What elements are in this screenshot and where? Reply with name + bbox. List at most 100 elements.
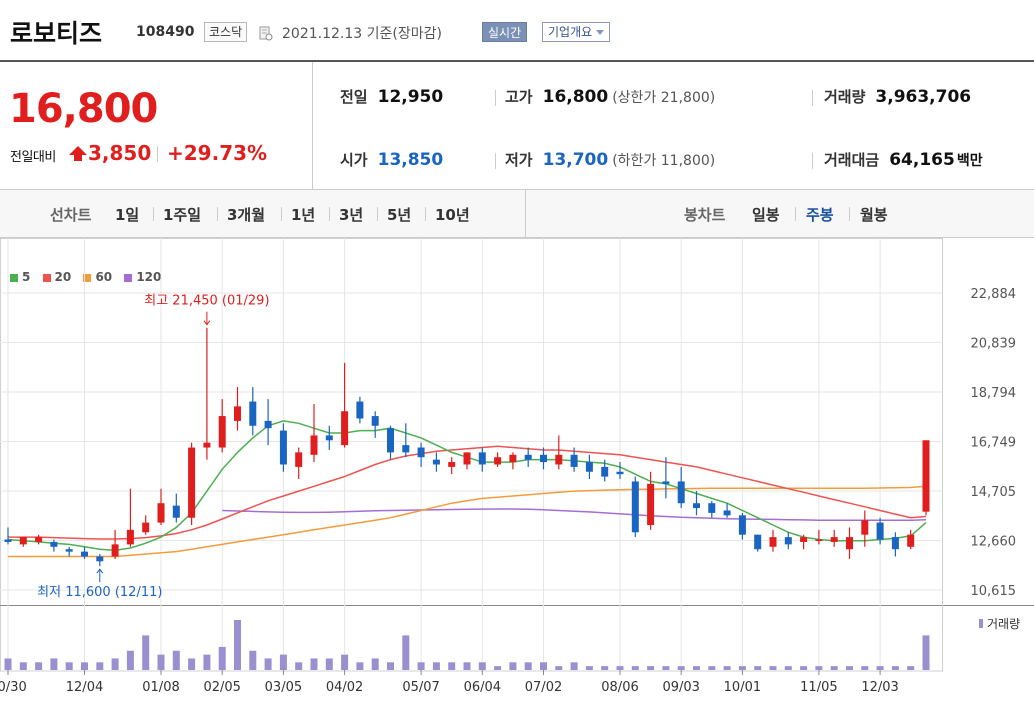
market-badge: 코스닥 (204, 22, 248, 42)
volume-bar (585, 666, 593, 670)
candle-body (876, 522, 884, 540)
x-tick-label: 04/02 (326, 680, 363, 695)
volume-bar (417, 662, 425, 670)
y-tick-label: 22,884 (971, 287, 1017, 302)
divider (812, 90, 813, 106)
change-value: 3,850 (88, 141, 152, 165)
chart-legend: 5 20 60 120 (10, 270, 169, 284)
current-price: 16,800 (9, 86, 158, 132)
candle-body (662, 481, 670, 484)
volume-bar (402, 635, 410, 670)
period-10y[interactable]: 10년 (435, 206, 470, 224)
candle-chart-title: 봉차트 (684, 206, 726, 224)
candle-body (463, 452, 471, 465)
candle-body (570, 454, 578, 467)
stock-name: 로보티즈 (10, 19, 103, 48)
candle-body (509, 454, 517, 463)
y-tick-label: 14,705 (971, 485, 1017, 500)
candle-body (111, 544, 119, 557)
candle-body (157, 503, 165, 523)
candle-body (524, 454, 532, 460)
volume-value: 3,963,706 (875, 87, 972, 107)
candle-body (417, 447, 425, 458)
up-triangle-icon (69, 146, 87, 161)
y-tick-label: 18,794 (971, 386, 1017, 401)
period-1y[interactable]: 1년 (291, 206, 316, 224)
legend-ma20: 20 (42, 270, 71, 284)
candle-body (218, 416, 226, 448)
candle-body (922, 440, 930, 512)
period-5y[interactable]: 5년 (387, 206, 412, 224)
prev-day-compare-label: 전일대비 (10, 150, 56, 165)
volume-bar (126, 650, 134, 670)
volume-bar (922, 635, 930, 670)
candle-body (234, 406, 241, 421)
high-label: 고가 (505, 88, 533, 106)
divider (495, 153, 496, 169)
candle-weekly[interactable]: 주봉 (806, 206, 834, 224)
candle-body (341, 411, 349, 446)
x-tick-label: 12/03 (861, 680, 898, 695)
ma20-line (8, 445, 927, 540)
candle-body (35, 537, 43, 542)
company-overview-label: 기업개요 (548, 25, 593, 39)
low-value: 13,700 (542, 150, 609, 170)
volume-bar (341, 654, 349, 670)
volume-bar (295, 662, 303, 670)
candle-body (769, 537, 777, 547)
volume-bar (601, 666, 609, 670)
ma60-line (8, 485, 927, 558)
lower-limit: (하한가 11,800) (612, 153, 716, 169)
volume-legend-label: 거래량 (987, 617, 1020, 631)
price-chart[interactable]: 22,884 20,839 18,794 16,749 14,705 12,660 10,6… (0, 238, 1034, 703)
candle-body (402, 445, 410, 453)
candle-body (19, 537, 27, 545)
divider (495, 90, 496, 106)
candle-body (279, 430, 287, 465)
candle-body (65, 549, 73, 552)
volume-bar (830, 666, 838, 670)
candle-body (264, 420, 272, 429)
period-3m[interactable]: 3개월 (227, 206, 266, 224)
volume-bar (647, 666, 655, 670)
open-label: 시가 (340, 151, 368, 169)
period-3y[interactable]: 3년 (339, 206, 364, 224)
candle-body (325, 435, 333, 441)
amount-value: 64,165 (889, 150, 955, 170)
volume-bar (754, 666, 762, 670)
current-price-box: 16,800 전일대비 3,850 +29.73% (0, 62, 313, 190)
volume-bar (570, 662, 578, 670)
period-1d[interactable]: 1일 (115, 206, 140, 224)
volume-bar (876, 666, 884, 670)
divider (849, 207, 850, 221)
volume-bar (111, 658, 119, 670)
volume-bar (891, 666, 899, 670)
x-tick-label: 06/04 (464, 680, 501, 695)
chevron-down-icon (596, 30, 605, 35)
candle-body (188, 447, 196, 518)
company-overview-button[interactable]: 기업개요 (542, 22, 611, 42)
stock-code: 108490 (136, 24, 195, 40)
candle-body (907, 534, 915, 547)
volume-bar (81, 662, 88, 670)
divider (281, 207, 282, 221)
prev-close-value: 12,950 (377, 87, 444, 107)
period-1w[interactable]: 1주일 (163, 206, 202, 224)
candle-daily[interactable]: 일봉 (752, 206, 780, 224)
high-annotation: 최고 21,450 (01/29) (144, 294, 269, 309)
x-tick-label: 10/01 (724, 680, 761, 695)
candle-body (800, 537, 808, 542)
volume-bar (172, 650, 180, 670)
realtime-button[interactable]: 실시간 (482, 22, 528, 42)
volume-bar (35, 662, 43, 670)
divider (795, 207, 796, 221)
legend-ma120: 120 (124, 270, 161, 284)
volume-bar (800, 666, 808, 670)
volume-bar (65, 662, 73, 670)
candle-body (371, 416, 379, 426)
candle-body (540, 454, 547, 463)
candle-body (830, 537, 838, 542)
document-icon (259, 26, 273, 41)
y-tick-label: 16,749 (971, 436, 1017, 451)
candle-monthly[interactable]: 월봉 (860, 206, 888, 224)
